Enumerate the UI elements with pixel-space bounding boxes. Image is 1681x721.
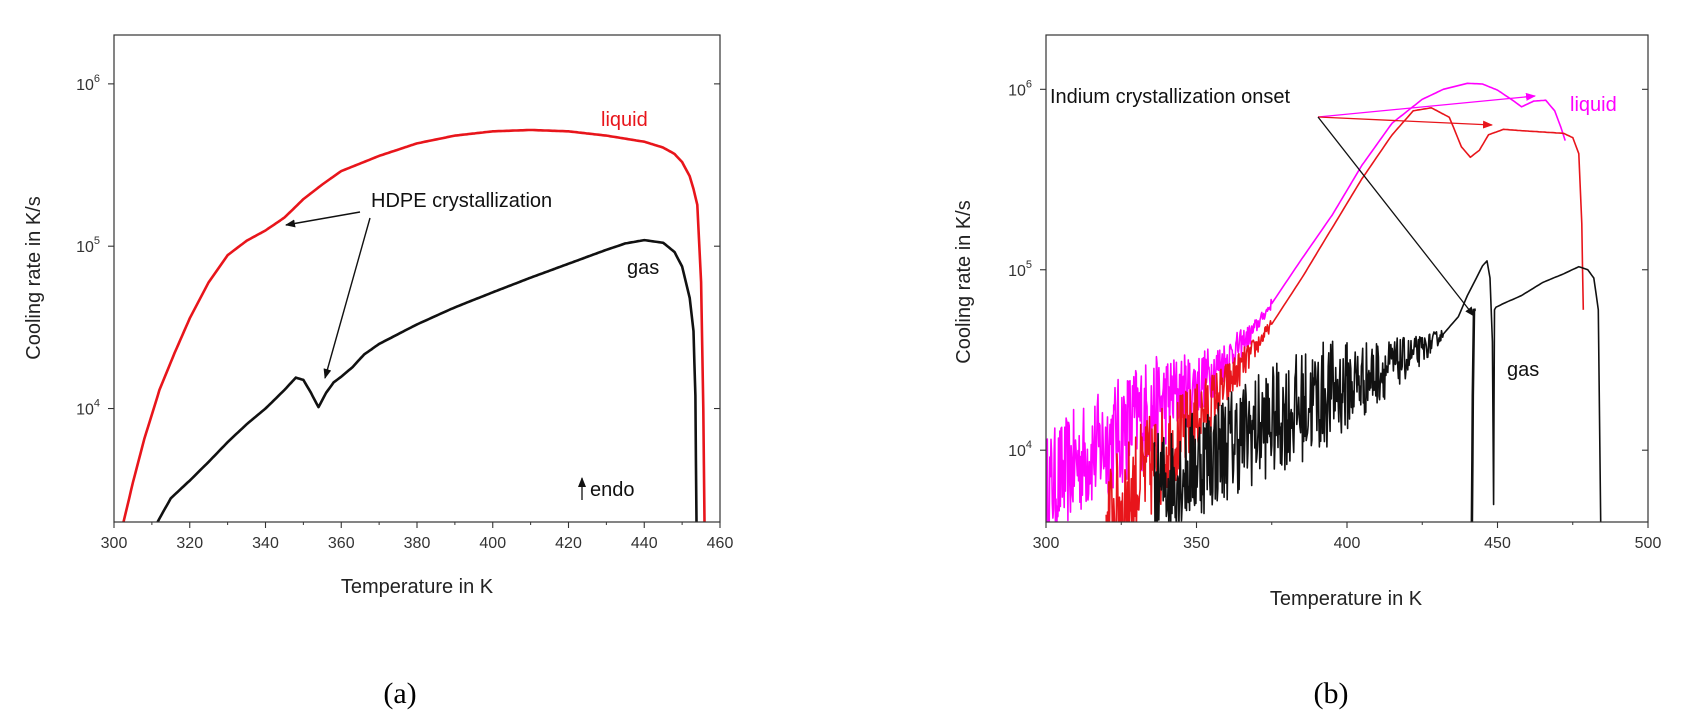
plot-frame-a bbox=[113, 34, 721, 523]
x-tick-label-a: 340 bbox=[252, 535, 279, 552]
onset-arrow-gas bbox=[1317, 116, 1475, 317]
y-tick-label-b: 106 bbox=[1008, 78, 1032, 99]
hdpe-arrow-liquid bbox=[285, 211, 361, 228]
gas-label-b: gas bbox=[1507, 359, 1539, 381]
x-tick-label-b: 500 bbox=[1635, 535, 1662, 552]
panel-label-b: (b) bbox=[1314, 677, 1349, 710]
x-tick-label-a: 400 bbox=[479, 535, 506, 552]
axis-ticks-b: 300 350 400 450 500 104 105 106 bbox=[1008, 78, 1661, 552]
chart-panel-b: 300 350 400 450 500 104 105 106 Temperature in … bbox=[953, 34, 1661, 710]
onset-arrow-magenta bbox=[1317, 92, 1536, 118]
x-tick-label-a: 360 bbox=[328, 535, 355, 552]
x-tick-label-b: 350 bbox=[1183, 535, 1210, 552]
x-axis-title-b: Temperature in K bbox=[1270, 588, 1423, 610]
plot-frame-b bbox=[1045, 34, 1649, 523]
y-tick-label-b: 104 bbox=[1008, 439, 1032, 460]
y-tick-label-b: 105 bbox=[1008, 259, 1032, 280]
liquid-label-b: liquid bbox=[1570, 94, 1617, 116]
x-tick-label-a: 300 bbox=[101, 535, 128, 552]
series-line-b-magenta bbox=[1046, 82, 1566, 522]
panel-label-a: (a) bbox=[383, 677, 416, 710]
x-tick-label-a: 420 bbox=[555, 535, 582, 552]
liquid-label-a: liquid bbox=[601, 109, 648, 131]
series-group-a bbox=[122, 128, 706, 522]
series-line-b-gas bbox=[1153, 260, 1602, 522]
hdpe-crystallization-annotation: HDPE crystallization bbox=[371, 190, 552, 212]
series-line-a-gas bbox=[156, 238, 698, 522]
onset-arrow-red bbox=[1317, 116, 1493, 129]
endo-label: endo bbox=[590, 479, 635, 501]
x-tick-label-a: 380 bbox=[404, 535, 431, 552]
series-line-b-liquid bbox=[1105, 107, 1585, 522]
axis-ticks-a: 300 320 340 360 380 400 420 440 460 104 105 106 bbox=[76, 73, 733, 552]
x-tick-label-b: 300 bbox=[1033, 535, 1060, 552]
series-line-a-liquid bbox=[122, 128, 706, 522]
x-tick-label-b: 400 bbox=[1334, 535, 1361, 552]
x-tick-label-a: 460 bbox=[707, 535, 734, 552]
y-tick-label-a: 105 bbox=[76, 235, 100, 256]
x-tick-label-a: 320 bbox=[176, 535, 203, 552]
y-axis-title-b: Cooling rate in K/s bbox=[953, 200, 975, 363]
y-axis-title-a: Cooling rate in K/s bbox=[23, 196, 45, 359]
hdpe-arrow-gas bbox=[323, 217, 371, 379]
x-axis-title-a: Temperature in K bbox=[341, 576, 494, 598]
chart-panel-a: 300 320 340 360 380 400 420 440 460 104 105 106 Tem… bbox=[23, 34, 733, 710]
x-tick-label-a: 440 bbox=[631, 535, 658, 552]
series-line-b-gas-drop bbox=[1470, 308, 1477, 522]
y-tick-label-a: 106 bbox=[76, 73, 100, 94]
series-group-b bbox=[1046, 82, 1602, 522]
indium-onset-annotation: Indium crystallization onset bbox=[1050, 86, 1291, 108]
x-tick-label-b: 450 bbox=[1484, 535, 1511, 552]
gas-label-a: gas bbox=[627, 257, 659, 279]
y-tick-label-a: 104 bbox=[76, 398, 100, 419]
